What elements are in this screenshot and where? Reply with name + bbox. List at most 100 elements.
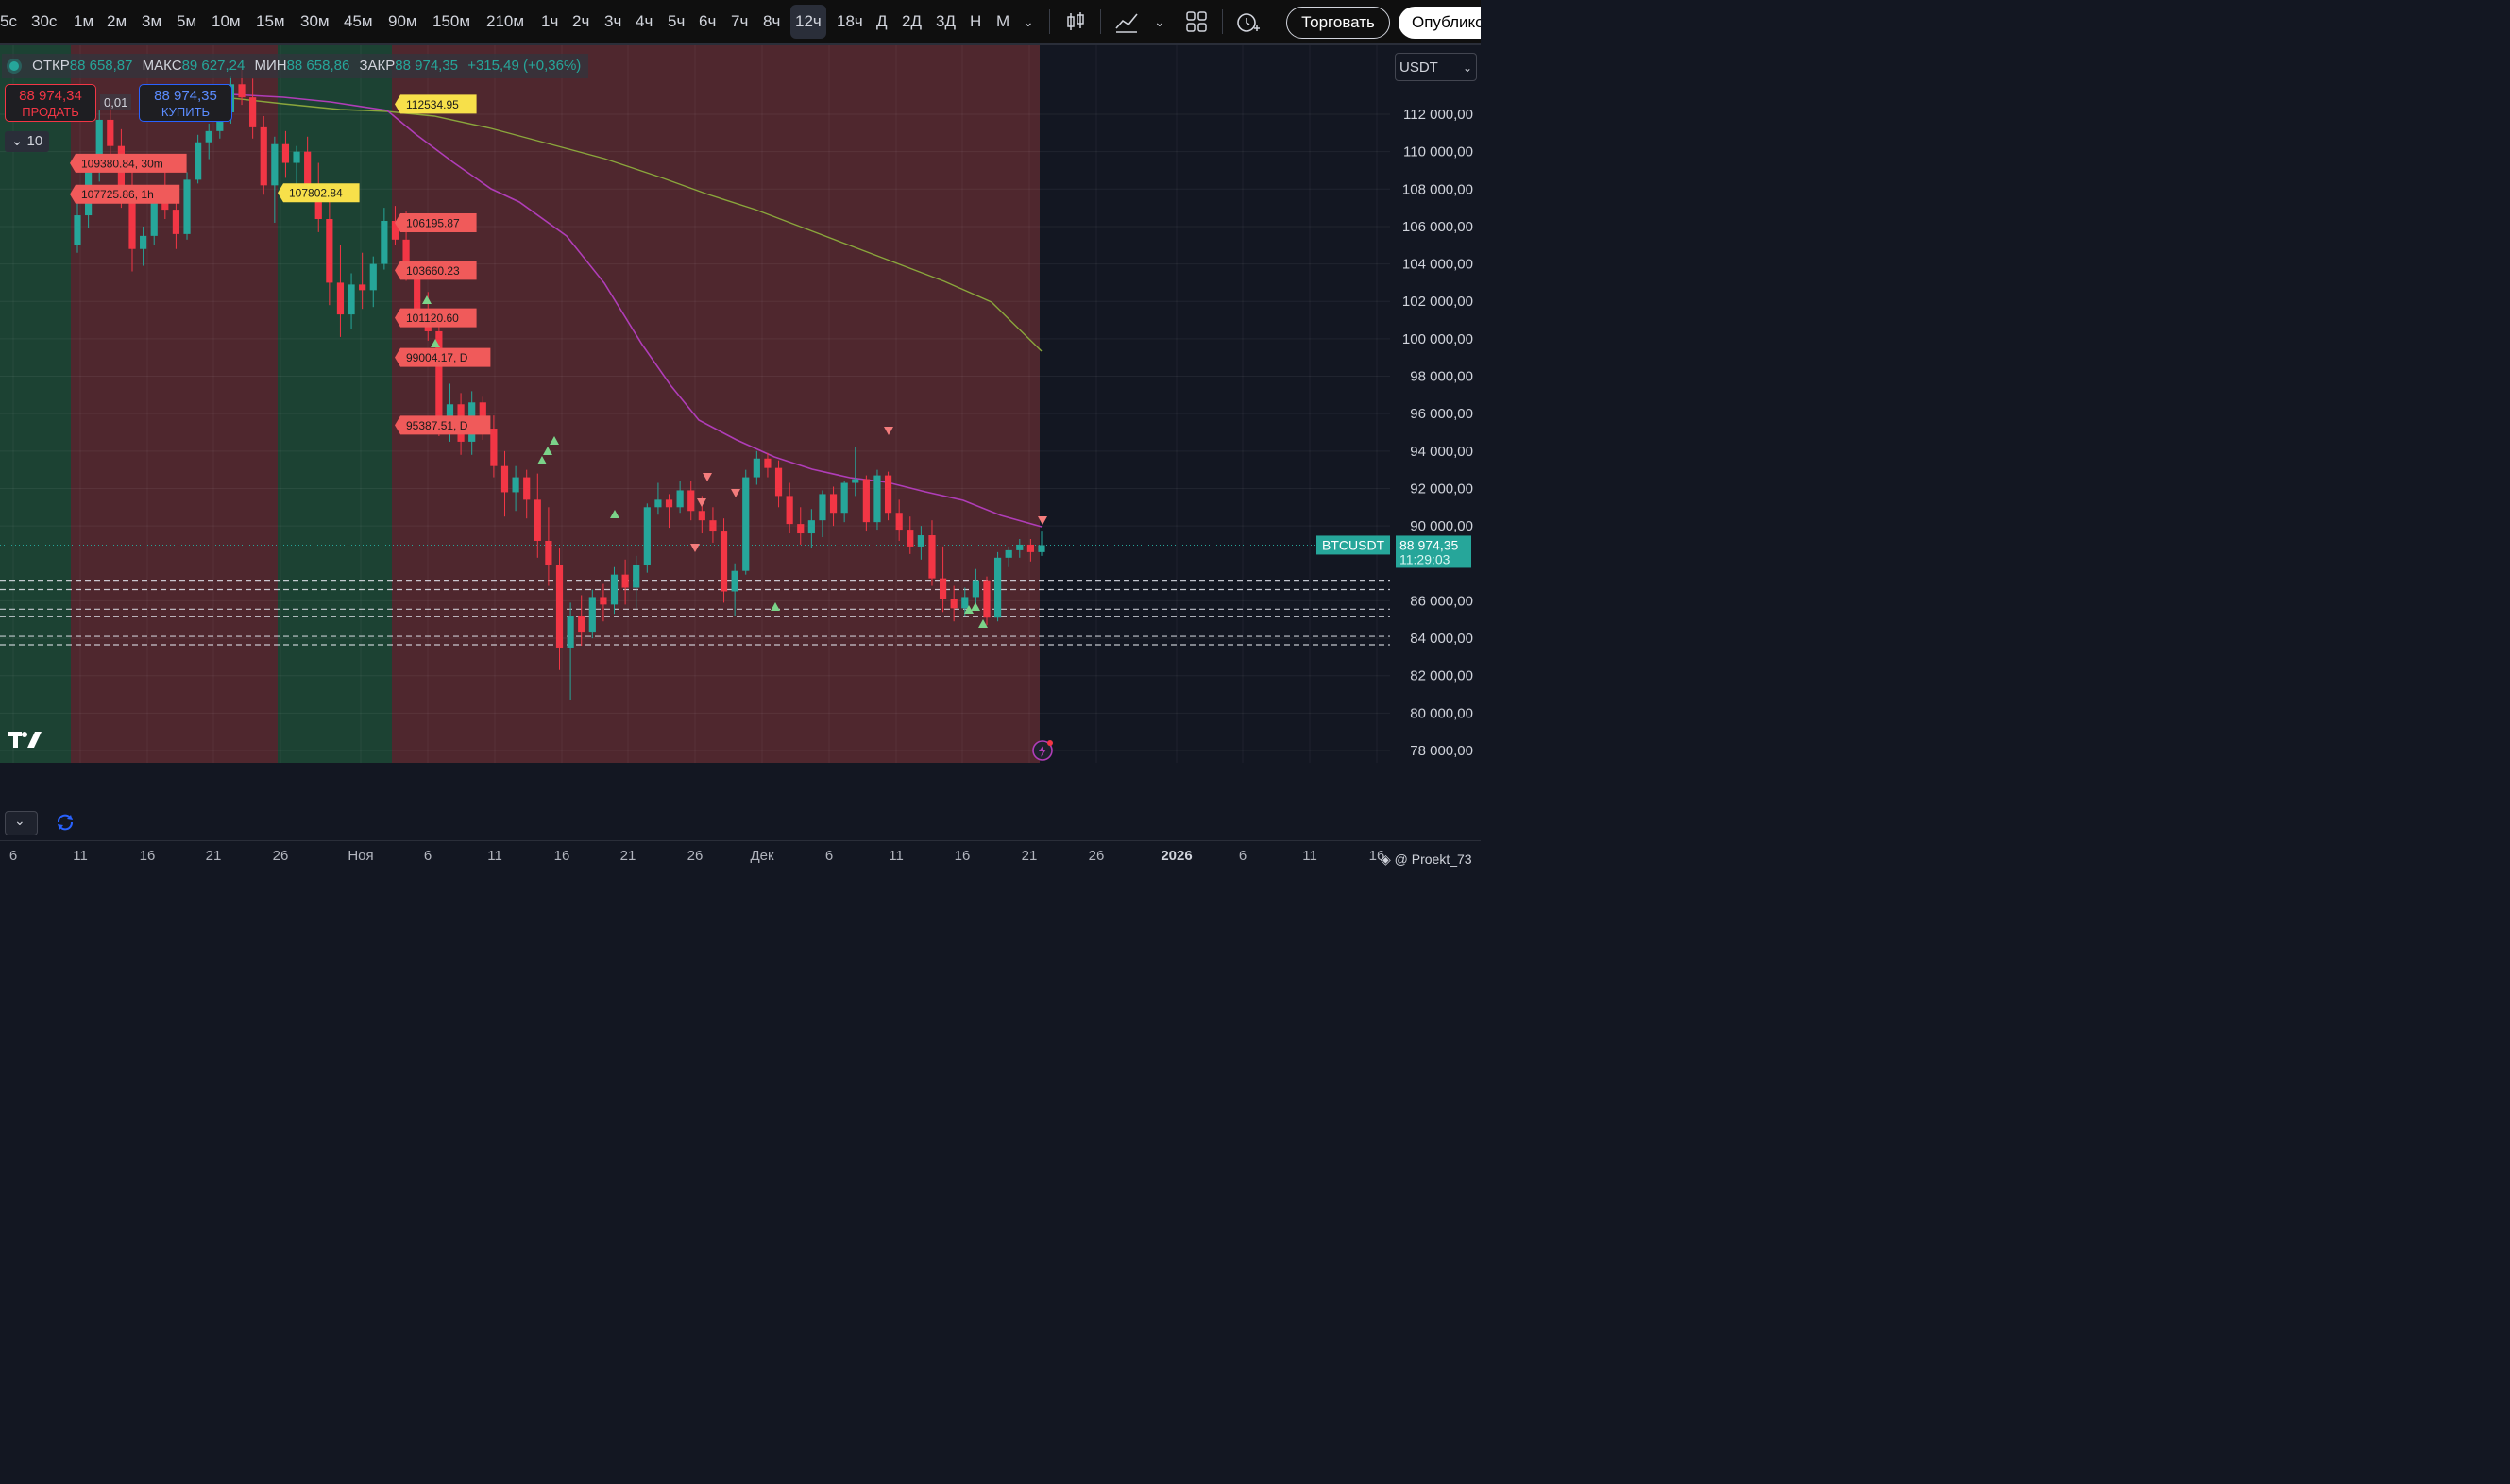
timeframe-14[interactable]: 2ч [572, 12, 590, 30]
timeframe-1[interactable]: 30с [31, 12, 58, 30]
candle-body-81 [961, 597, 969, 609]
refresh-icon[interactable] [55, 812, 76, 833]
candle-body-27 [369, 263, 377, 291]
lightning-icon[interactable] [1030, 737, 1057, 764]
chevron-down-icon[interactable]: ⌄ [1154, 14, 1165, 29]
time-tick-6: 6 [423, 848, 432, 864]
timeframe-7[interactable]: 15м [256, 12, 285, 30]
chevron-down-icon: ⌄ [14, 813, 25, 828]
timeframe-23[interactable]: Д [876, 12, 888, 30]
candle-body-12 [205, 130, 212, 143]
panel-collapse-button[interactable]: ⌄ [5, 811, 38, 835]
high-label: МАКС [142, 58, 182, 74]
candle-body-85 [1005, 549, 1012, 558]
sell-button[interactable]: 88 974,34 ПРОДАТЬ [5, 84, 96, 122]
timeframe-2[interactable]: 1м [74, 12, 94, 30]
time-tick-4: 26 [272, 848, 289, 864]
price-tag-label-6: 101120.60 [406, 312, 459, 325]
candle-body-61 [742, 477, 750, 571]
price-tick-7: 98 000,00 [1410, 369, 1473, 385]
timeframe-0[interactable]: 5с [0, 12, 17, 30]
timeframe-9[interactable]: 45м [344, 12, 373, 30]
indicators-icon[interactable] [1112, 8, 1141, 36]
timeframe-12[interactable]: 210м [486, 12, 525, 30]
candle-body-43 [545, 540, 552, 565]
candle-body-37 [479, 402, 486, 430]
timeframe-27[interactable]: М [996, 12, 1010, 30]
trade-button[interactable]: Торговать [1286, 7, 1390, 39]
high-value: 89 627,24 [181, 58, 246, 74]
timeframe-3[interactable]: 2м [107, 12, 127, 30]
indicator-count: 10 [26, 133, 43, 149]
low-value: 88 658,86 [286, 58, 350, 74]
buy-price: 88 974,35 [154, 88, 217, 104]
chevron-down-icon[interactable]: ⌄ [1023, 14, 1034, 29]
candle-body-15 [238, 84, 246, 98]
price-tick-5: 102 000,00 [1402, 294, 1473, 310]
timeframe-17[interactable]: 5ч [668, 12, 686, 30]
price-tag-label-0: 112534.95 [406, 98, 459, 111]
candle-body-42 [534, 499, 541, 541]
candle-body-44 [555, 565, 564, 648]
green-zone [0, 45, 71, 763]
close-value: 88 974,35 [395, 58, 459, 74]
timeframe-8[interactable]: 30м [300, 12, 330, 30]
chevron-down-icon: ⌄ [10, 133, 24, 149]
candles-icon[interactable] [1061, 8, 1090, 36]
candle-body-51 [633, 565, 640, 588]
candle-body-48 [600, 597, 607, 605]
timeframe-20[interactable]: 8ч [763, 12, 781, 30]
candle-body-11 [195, 142, 202, 180]
grid-lines [0, 45, 1390, 763]
currency-select[interactable]: USDT ⌄ [1395, 53, 1477, 81]
price-chart[interactable]: 112534.95 109380.84, 30m 107802.84 107725.8… [0, 45, 1481, 765]
sell-signal-arrow-4 [884, 427, 893, 435]
layout-grid-icon[interactable] [1182, 8, 1211, 36]
price-tick-14: 82 000,00 [1410, 668, 1473, 684]
candle-body-21 [304, 151, 312, 192]
candle-body-74 [884, 475, 892, 514]
sell-signal-arrow-3 [731, 489, 740, 497]
time-tick-5: Ноя [348, 848, 374, 864]
timeframe-5[interactable]: 5м [177, 12, 197, 30]
buy-signal-arrow-4 [550, 436, 559, 445]
timeframe-10[interactable]: 90м [388, 12, 417, 30]
indicators-collapse-button[interactable]: ⌄ 10 [5, 131, 49, 152]
candle-body-64 [774, 467, 783, 497]
publish-button[interactable]: Опублико [1399, 7, 1481, 39]
buy-signal-arrow-9 [978, 619, 988, 628]
price-tick-8: 96 000,00 [1410, 406, 1473, 422]
timeframe-16[interactable]: 4ч [636, 12, 653, 30]
time-tick-16: 26 [1088, 848, 1105, 864]
background-zones [0, 45, 1481, 763]
countdown-text: 11:29:03 [1399, 551, 1450, 566]
timeframe-11[interactable]: 150м [432, 12, 471, 30]
candle-body-49 [610, 574, 619, 605]
price-tick-9: 94 000,00 [1410, 444, 1473, 460]
timeframe-4[interactable]: 3м [142, 12, 162, 30]
price-tag-bg-7 [395, 347, 491, 367]
candle-body-77 [917, 535, 924, 547]
time-tick-11: Дек [750, 848, 774, 864]
alert-clock-icon[interactable] [1233, 8, 1262, 36]
timeframe-13[interactable]: 1ч [541, 12, 559, 30]
timeframe-26[interactable]: Н [970, 12, 982, 30]
timeframe-22[interactable]: 18ч [837, 12, 863, 30]
timeframe-24[interactable]: 2Д [902, 12, 922, 30]
timeframe-25[interactable]: 3Д [936, 12, 956, 30]
timeframe-21[interactable]: 12ч [790, 5, 826, 39]
timeframe-19[interactable]: 7ч [731, 12, 749, 30]
timeframe-15[interactable]: 3ч [604, 12, 622, 30]
candle-body-39 [500, 465, 509, 493]
candle-body-80 [950, 599, 958, 609]
buy-button[interactable]: 88 974,35 КУПИТЬ [139, 84, 232, 122]
candle-body-20 [293, 151, 300, 163]
time-tick-14: 16 [954, 848, 971, 864]
candle-body-2 [95, 119, 103, 173]
timeframe-6[interactable]: 10м [212, 12, 241, 30]
last-price-tag-text: 88 974,35 [1399, 537, 1458, 552]
timeframe-18[interactable]: 6ч [699, 12, 717, 30]
toolbar-divider [1100, 9, 1101, 34]
price-tag-bg-2 [278, 183, 360, 203]
top-toolbar: 5с 30с 1м 2м 3м 5м 10м 15м 30м 45м 90м 150м 210м 1ч 2ч… [0, 0, 1481, 45]
